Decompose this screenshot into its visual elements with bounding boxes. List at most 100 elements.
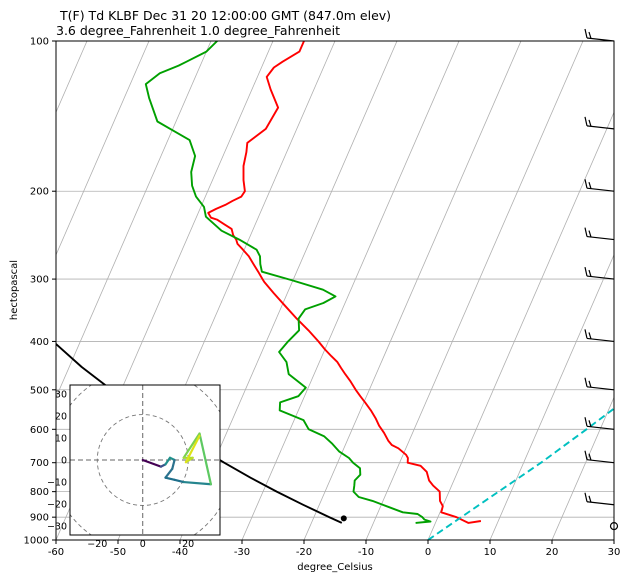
hodograph-frame (69, 384, 221, 536)
hodograph-y-tick-label: −10 (47, 478, 67, 489)
y-tick-label: 400 (30, 337, 49, 348)
isotherm-line (551, 396, 614, 540)
wind-barb (584, 450, 615, 464)
wind-barb (584, 227, 615, 241)
isotherm-line (427, 111, 614, 540)
hodograph-trace-segment (164, 467, 174, 479)
wind-barb (584, 377, 615, 391)
hodograph-trace-segment (173, 478, 185, 484)
wind-barb-shaft (586, 125, 615, 130)
wind-barb-flag (584, 450, 588, 460)
x-tick-label: 0 (425, 547, 431, 558)
parcel-start-point (340, 515, 347, 522)
wind-barb-shaft (586, 187, 615, 192)
wind-barb-flag (588, 332, 592, 340)
hodograph-trace-segment (141, 458, 163, 468)
x-tick-label: -10 (358, 547, 374, 558)
wind-barb (584, 266, 615, 280)
isotherm-line (365, 41, 584, 540)
hodograph-trace-segment (198, 432, 213, 486)
wind-barb (584, 492, 615, 506)
hodograph-x-tick-label: 20 (182, 539, 194, 550)
hodograph-y-tick-label: 30 (55, 389, 67, 400)
x-tick-label: 10 (484, 547, 497, 558)
chart-title-line-2: 3.6 degree_Fahrenheit 1.0 degree_Fahrenh… (56, 23, 340, 38)
wind-barb-shaft (586, 386, 615, 391)
wind-barb-shaft (586, 275, 615, 280)
x-axis-label: degree_Celsius (297, 562, 373, 573)
hodograph-inset: −20 0 20 30 20 10 0 −10 −20 −30 (47, 384, 221, 550)
y-tick-label: 900 (30, 513, 49, 524)
hodograph-trace-segment (184, 434, 201, 464)
wind-barb-flag (584, 227, 588, 237)
x-tick-label: 30 (608, 547, 621, 558)
hodograph-trace-segment (171, 458, 176, 470)
x-tick-label: -20 (296, 547, 312, 558)
wind-barb-shaft (586, 235, 615, 241)
hodograph-y-tick-label: −30 (47, 522, 67, 533)
wind-barb-flag (588, 182, 592, 189)
hodograph-y-tick-label: 20 (55, 411, 67, 422)
wind-barb-shaft (586, 37, 615, 42)
wind-barb-flag (588, 119, 592, 127)
isotherm-line (303, 41, 522, 540)
wind-barb (584, 179, 615, 192)
wind-barb (584, 417, 615, 430)
x-tick-label: -60 (48, 547, 64, 558)
isotherm-line (56, 41, 150, 256)
wind-barb-flag (584, 266, 588, 277)
y-tick-label: 700 (30, 458, 49, 469)
calm-wind-marker (609, 522, 619, 531)
grid-lines (56, 41, 614, 540)
wind-barb-flag (588, 453, 592, 461)
y-axis-ticks: 100 200 300 400 500 600 700 800 900 1000 (24, 37, 56, 547)
wind-barb-flag (588, 420, 592, 427)
plot-frame (55, 40, 615, 541)
isotherm-line (489, 253, 614, 540)
wind-barb-flag (588, 380, 592, 388)
wind-barb-flag (588, 269, 592, 277)
wind-barb-shaft (586, 501, 615, 506)
hodograph-y-tick-label: 10 (55, 433, 67, 444)
y-tick-label: 100 (30, 37, 49, 48)
series-line-2 (144, 41, 432, 524)
y-tick-label: 1000 (24, 536, 49, 547)
y-tick-label: 500 (30, 385, 49, 396)
isotherm-line (241, 41, 460, 540)
hodograph-trace-segment (182, 432, 201, 459)
wind-barb-flag (584, 179, 588, 189)
hodograph-trace-segment (164, 456, 172, 466)
wind-barb (584, 329, 615, 343)
wind-barb-flag (584, 116, 588, 126)
x-tick-label: -30 (234, 547, 250, 558)
hodograph-x-tick-label: 0 (140, 539, 146, 550)
wind-barb (584, 116, 615, 130)
y-tick-label: 200 (30, 187, 49, 198)
wind-barb-shaft (586, 425, 615, 430)
series-line-4 (427, 407, 614, 540)
wind-barb-flag (584, 28, 588, 39)
wind-barb-flag (584, 377, 588, 387)
y-tick-label: 300 (30, 275, 49, 286)
x-tick-label: -40 (172, 547, 188, 558)
x-axis-ticks: -60 -50 -40 -30 -20 -10 0 10 20 30 (48, 540, 621, 558)
x-tick-label: -50 (110, 547, 126, 558)
wind-barbs (584, 28, 619, 531)
wind-barb-flag (584, 329, 588, 339)
wind-barb-shaft (586, 459, 615, 464)
hodograph-y-tick-label: −20 (47, 500, 67, 511)
isotherm-line (56, 41, 212, 399)
hodograph-trace-segment (182, 480, 213, 486)
wind-barb-flag (584, 417, 588, 427)
wind-barb-flag (588, 230, 592, 238)
wind-barb-flag (588, 31, 592, 39)
y-tick-label: 800 (30, 487, 49, 498)
isotherm-line (613, 538, 614, 540)
hodograph-y-tick-label: 0 (61, 456, 67, 467)
y-tick-label: 600 (30, 425, 49, 436)
wind-barb-flag (588, 495, 592, 503)
y-axis-label: hectopascal (9, 260, 20, 320)
series-line-1 (207, 41, 482, 524)
wind-barb-flag (584, 492, 588, 502)
